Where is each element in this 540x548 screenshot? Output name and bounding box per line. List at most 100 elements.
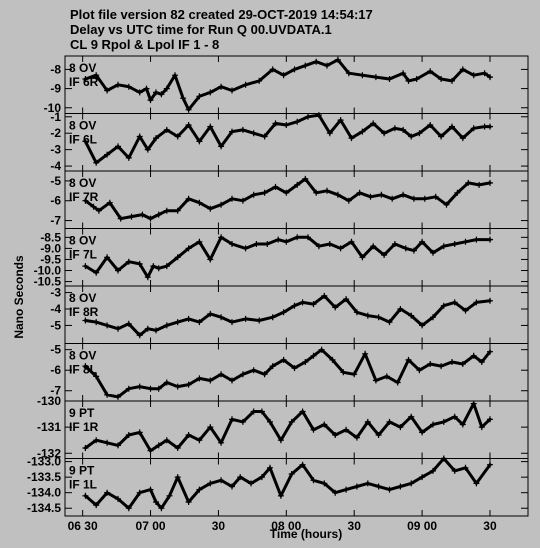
data-point	[93, 319, 100, 326]
data-point	[487, 348, 493, 355]
data-point	[153, 499, 159, 505]
data-point	[294, 234, 301, 241]
data-point	[394, 379, 401, 386]
data-point	[218, 314, 225, 321]
data-point	[400, 70, 407, 77]
data-point	[250, 408, 257, 415]
y-tick-label: -3	[50, 143, 61, 157]
data-point	[310, 477, 317, 484]
data-point	[150, 263, 157, 270]
data-point	[275, 236, 282, 243]
data-point	[375, 314, 382, 321]
data-point	[310, 301, 317, 308]
data-point	[487, 74, 493, 81]
panel-if-label: IF 1L	[69, 478, 97, 492]
data-point	[451, 299, 458, 306]
data-point	[449, 77, 455, 84]
data-point	[321, 292, 328, 299]
data-point	[443, 201, 450, 208]
data-point	[487, 179, 493, 186]
data-point	[267, 418, 273, 425]
data-point	[218, 371, 225, 378]
data-point	[381, 252, 388, 258]
data-point	[345, 197, 352, 204]
data-point	[408, 480, 415, 487]
data-point	[332, 489, 339, 496]
data-point	[136, 383, 143, 390]
data-point	[440, 302, 447, 309]
data-point	[321, 480, 328, 487]
data-point	[370, 120, 377, 127]
y-tick-label: -1	[50, 110, 61, 124]
data-point	[93, 437, 100, 444]
panel-if-label: IF 8R	[69, 305, 99, 319]
data-point	[185, 315, 192, 322]
data-point	[340, 369, 347, 376]
data-point	[299, 461, 306, 468]
data-point	[147, 447, 154, 454]
data-point	[397, 306, 404, 312]
data-point	[345, 70, 352, 77]
data-point	[207, 256, 214, 263]
data-point	[305, 234, 311, 241]
data-point	[207, 205, 214, 212]
data-point	[326, 241, 333, 247]
data-point	[93, 502, 100, 509]
data-point	[196, 437, 203, 444]
y-tick-label: -5	[50, 318, 61, 332]
data-point	[267, 464, 273, 471]
data-point	[125, 320, 132, 327]
data-point	[155, 385, 162, 392]
data-point	[229, 87, 235, 94]
data-point	[459, 421, 466, 428]
data-point	[218, 439, 225, 446]
data-point	[438, 363, 445, 370]
data-point	[207, 480, 214, 487]
data-point	[237, 474, 244, 481]
data-point	[115, 143, 121, 150]
data-point	[294, 181, 301, 188]
data-point	[269, 363, 276, 370]
data-point	[163, 126, 170, 133]
data-point	[147, 97, 154, 104]
data-point	[253, 241, 260, 247]
data-point	[82, 138, 89, 145]
data-point	[256, 77, 263, 84]
data-point	[400, 191, 407, 198]
data-point	[391, 125, 398, 132]
data-point	[337, 117, 344, 124]
data-point	[449, 359, 455, 365]
data-point	[334, 56, 341, 63]
data-point	[163, 322, 170, 329]
data-point	[381, 130, 388, 137]
data-point	[115, 267, 121, 274]
data-point	[95, 207, 102, 214]
data-point	[93, 72, 100, 79]
data-point	[153, 327, 159, 334]
data-point	[438, 133, 445, 140]
data-point	[242, 81, 249, 88]
data-point	[147, 215, 154, 222]
data-point	[487, 297, 493, 304]
y-tick-label: -2	[50, 126, 61, 140]
data-point	[343, 486, 350, 493]
data-point	[180, 95, 187, 102]
data-point	[487, 461, 493, 468]
data-point	[378, 191, 385, 198]
panel-antenna-label: 9 PT	[69, 406, 95, 420]
data-point	[451, 241, 458, 247]
data-point	[364, 418, 371, 425]
panel-frame	[64, 285, 529, 344]
data-point	[359, 128, 366, 135]
y-tick-label: -134.0	[27, 486, 61, 500]
data-point	[174, 319, 181, 326]
data-point	[343, 296, 350, 303]
data-point	[348, 135, 355, 142]
data-point	[470, 400, 477, 407]
data-point	[462, 238, 469, 245]
x-tick-label: 08 00	[271, 519, 301, 533]
x-axis-label: Time (hours)	[270, 527, 342, 541]
data-point	[104, 489, 111, 496]
